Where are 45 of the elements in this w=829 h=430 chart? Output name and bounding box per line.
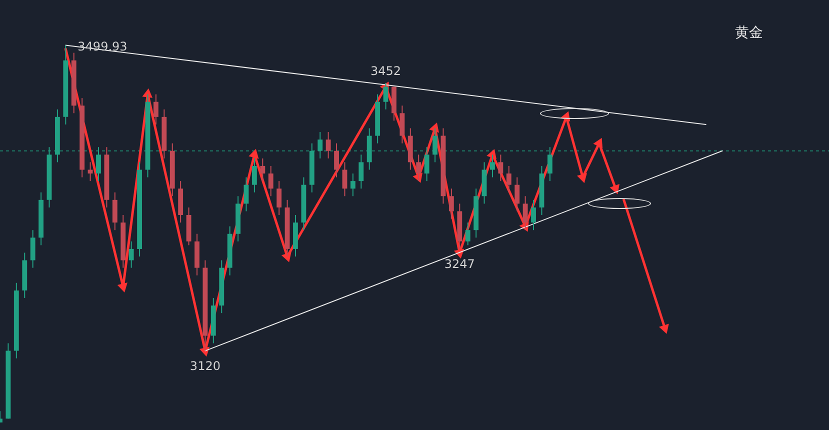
point	[142, 88, 153, 98]
candlestick	[244, 176, 249, 212]
point	[117, 282, 128, 292]
annotation: 3499.93	[78, 39, 128, 54]
candlestick	[400, 105, 405, 144]
point	[486, 148, 496, 160]
candlestick	[112, 192, 118, 231]
candlestick	[88, 162, 93, 182]
annotation: 3452	[370, 64, 402, 78]
candlestick	[522, 196, 528, 231]
candlestick	[334, 142, 339, 178]
point	[248, 148, 259, 159]
point	[429, 122, 439, 133]
candlestick	[514, 176, 520, 212]
point	[593, 138, 603, 148]
candlestick	[547, 146, 552, 182]
candlestick	[465, 222, 470, 246]
candlestick	[30, 230, 36, 268]
annotation: 3247	[444, 257, 475, 272]
candlestick	[342, 162, 348, 197]
candlestick	[350, 173, 356, 197]
candlestick	[506, 165, 512, 193]
point	[281, 252, 292, 262]
candlestick	[424, 146, 430, 182]
candlestick	[326, 132, 331, 159]
candlestick	[432, 128, 438, 163]
candlestick	[276, 180, 282, 216]
candlestick	[498, 154, 504, 182]
candlestick	[416, 154, 422, 182]
candlestick	[96, 146, 101, 182]
candlestick	[260, 158, 266, 182]
candlestick	[153, 94, 158, 125]
candlestick	[268, 165, 274, 197]
candlestick	[448, 188, 454, 220]
candlestick	[252, 158, 257, 193]
annotation: 3120	[190, 358, 220, 373]
point	[610, 184, 620, 194]
candlestick	[383, 82, 388, 110]
chart-title: 黄金	[735, 24, 763, 42]
candlestick	[358, 154, 364, 190]
point	[576, 173, 587, 184]
candlestick	[531, 199, 536, 231]
candlestick	[490, 154, 495, 178]
candlestick	[318, 132, 323, 159]
candlestick	[128, 240, 134, 268]
